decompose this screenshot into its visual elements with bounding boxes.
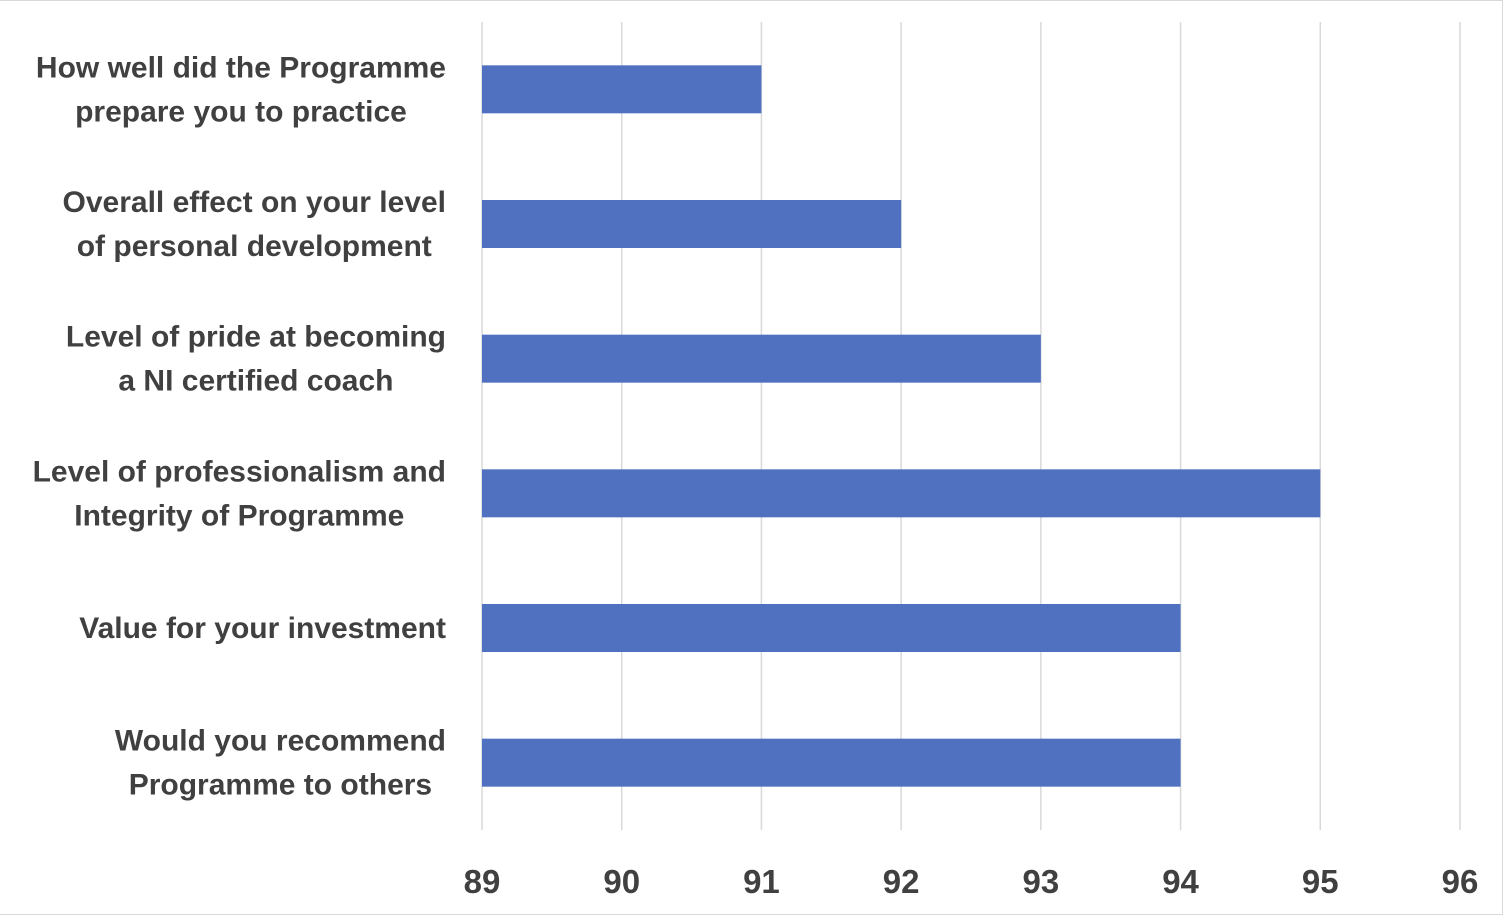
- bar: [482, 65, 762, 114]
- category-label-line: How well did the Programme: [36, 51, 446, 84]
- category-label-line: Would you recommend: [115, 725, 446, 758]
- category-label-line: Integrity of Programme: [74, 499, 404, 532]
- category-label-line: Level of professionalism and: [33, 455, 446, 488]
- x-tick-labels: 89 90 91 92 93 94 95 96: [464, 863, 1479, 900]
- x-tick-label: 90: [603, 863, 640, 900]
- category-label-line: a NI certified coach: [118, 365, 393, 398]
- category-label-line: of personal development: [77, 230, 432, 263]
- category-label-line: Level of pride at becoming: [66, 321, 446, 354]
- category-label: Level of pride at becoming a NI certified…: [66, 321, 446, 398]
- category-label-line: Overall effect on your level: [63, 186, 446, 219]
- bars: [482, 65, 1321, 787]
- bar: [482, 334, 1041, 383]
- category-label: Level of professionalism and Integrity of…: [33, 455, 446, 532]
- x-tick-label: 93: [1022, 863, 1059, 900]
- category-label: Value for your investment: [79, 612, 446, 645]
- x-tick-label: 92: [883, 863, 920, 900]
- x-tick-label: 94: [1162, 863, 1199, 900]
- gridlines: [481, 22, 1461, 830]
- bar: [482, 200, 902, 248]
- category-label: Would you recommend Programme to others: [115, 725, 446, 802]
- category-labels: How well did the Programme prepare you to…: [33, 51, 446, 801]
- x-tick-label: 91: [743, 863, 780, 900]
- category-label: How well did the Programme prepare you to…: [36, 51, 446, 128]
- x-tick-label: 95: [1302, 863, 1339, 900]
- category-label-line: prepare you to practice: [75, 95, 407, 128]
- bar: [482, 738, 1181, 787]
- x-tick-label: 96: [1442, 863, 1479, 900]
- bar: [482, 469, 1321, 518]
- category-label-line: Value for your investment: [79, 612, 446, 645]
- category-label: Overall effect on your level of personal …: [63, 186, 446, 263]
- category-label-line: Programme to others: [129, 769, 432, 802]
- x-tick-label: 89: [464, 863, 501, 900]
- bar: [482, 604, 1181, 652]
